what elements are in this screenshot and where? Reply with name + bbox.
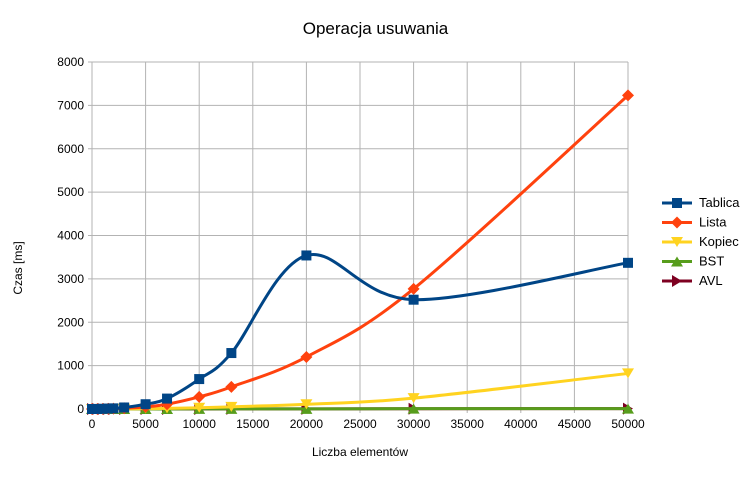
data-point-tablica [301, 250, 312, 261]
data-point-bst [407, 403, 420, 414]
x-tick-label: 45000 [558, 417, 592, 431]
legend-marker-lista [671, 216, 683, 229]
legend-marker-avl [672, 275, 682, 287]
data-point-tablica [119, 402, 130, 413]
data-point-tablica [408, 294, 419, 305]
x-tick-label: 25000 [343, 417, 377, 431]
legend-marker-bst [671, 256, 683, 267]
legend-marker-tablica [672, 198, 682, 208]
data-point-tablica [108, 403, 119, 414]
data-point-tablica [97, 403, 108, 414]
x-tick-label: 5000 [132, 417, 159, 431]
data-point-lista [193, 390, 206, 403]
data-point-tablica [194, 374, 205, 385]
y-tick-label: 1000 [57, 359, 84, 373]
data-point-tablica [87, 404, 97, 414]
data-point-kopiec [407, 393, 420, 404]
legend-label-tablica: Tablica [699, 195, 740, 210]
data-point-kopiec [622, 368, 634, 379]
data-point-tablica [623, 257, 633, 268]
y-tick-label: 3000 [57, 272, 84, 286]
data-point-tablica [162, 393, 173, 404]
data-point-kopiec [225, 401, 238, 412]
y-tick-label: 4000 [57, 229, 84, 243]
y-tick-label: 8000 [57, 55, 84, 69]
data-point-kopiec [193, 402, 206, 413]
data-point-lista [225, 380, 238, 393]
legend-label-avl: AVL [699, 273, 723, 288]
x-tick-label: 15000 [236, 417, 270, 431]
y-tick-label: 5000 [57, 185, 84, 199]
legend-label-kopiec: Kopiec [699, 234, 739, 249]
legend-marker-kopiec [671, 237, 683, 247]
data-point-tablica [103, 403, 114, 414]
legend-label-lista: Lista [699, 215, 727, 230]
y-tick-label: 7000 [57, 98, 84, 112]
y-tick-label: 6000 [57, 142, 84, 156]
data-point-tablica [140, 399, 151, 410]
x-tick-label: 0 [89, 417, 96, 431]
x-tick-label: 30000 [397, 417, 431, 431]
data-point-tablica [92, 403, 103, 414]
data-point-lista [407, 282, 420, 295]
legend-label-bst: BST [699, 254, 724, 269]
x-tick-label: 10000 [183, 417, 217, 431]
data-point-tablica [226, 348, 237, 359]
chart-title: Operacja usuwania [302, 19, 449, 38]
y-tick-label: 0 [77, 402, 84, 416]
x-tick-label: 35000 [451, 417, 485, 431]
data-point-kopiec [300, 399, 313, 410]
data-point-lista [622, 89, 634, 102]
x-tick-label: 50000 [611, 417, 645, 431]
data-point-bst [622, 403, 634, 414]
x-axis-label: Liczba elementów [311, 445, 409, 459]
x-tick-label: 20000 [290, 417, 324, 431]
y-tick-label: 2000 [57, 315, 84, 329]
data-point-lista [300, 350, 313, 363]
x-tick-label: 40000 [504, 417, 538, 431]
